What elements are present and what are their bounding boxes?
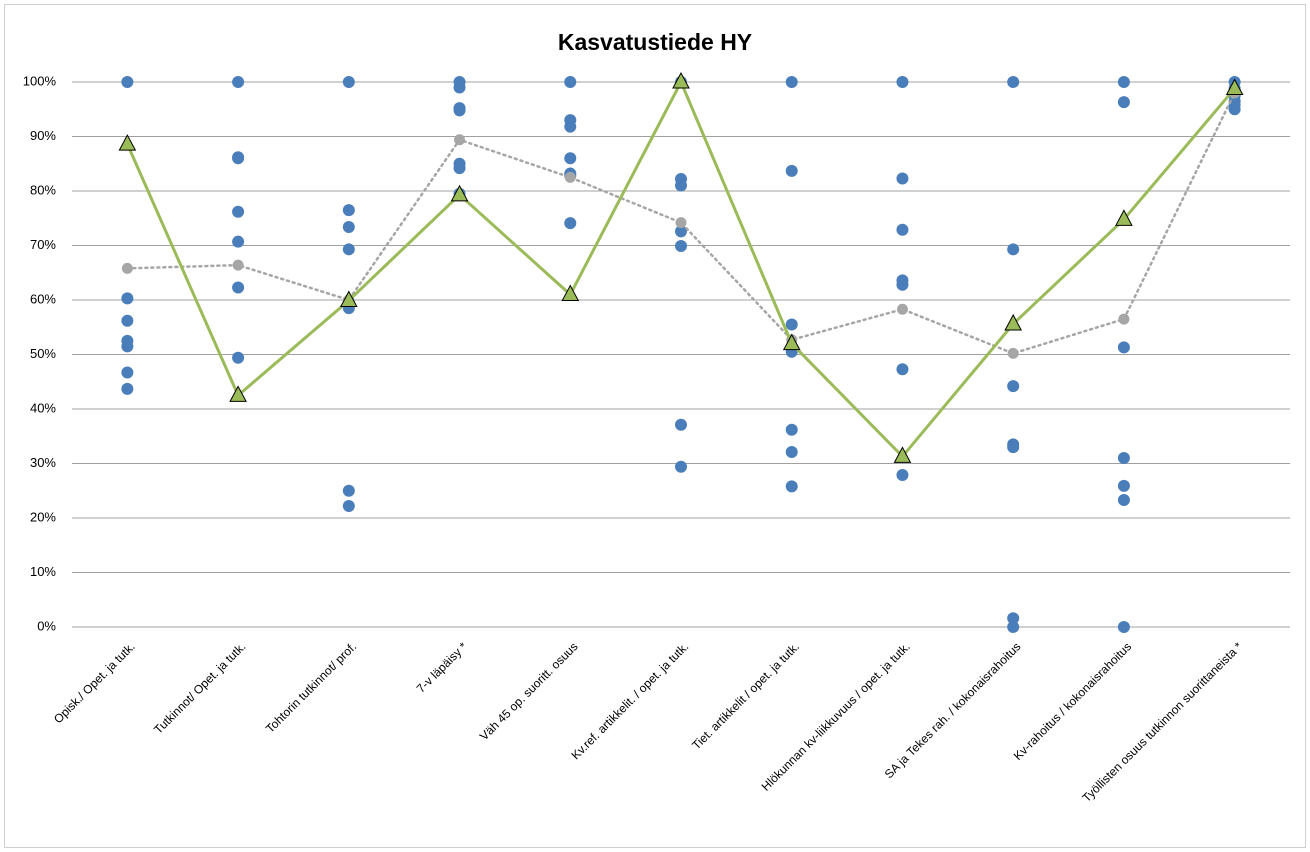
dot [121,292,134,305]
dot [785,480,798,493]
marker [782,333,801,351]
dot [675,240,687,253]
dot [1007,441,1020,454]
marker [121,262,133,274]
y-tick-label: 50% [30,346,56,361]
dot [453,81,466,94]
marker [1004,313,1023,331]
dot [342,76,355,88]
dot [1117,452,1130,465]
y-tick-label: 90% [30,128,56,143]
dot [896,172,909,185]
dot [785,164,798,177]
dot [564,152,577,165]
marker [1225,78,1244,96]
dot [675,418,687,431]
dot [342,220,355,233]
dot [1117,621,1130,633]
dot [232,235,245,248]
marker [1115,209,1133,226]
dot [675,460,687,473]
dot [232,205,245,218]
y-tick-label: 100% [23,73,57,88]
y-tick-label: 40% [30,400,56,415]
dot [232,351,245,364]
dot [1117,479,1130,492]
marker [893,446,912,463]
y-tick-label: 30% [30,455,56,470]
marker [339,290,358,308]
dot [675,225,687,238]
dot [785,423,798,436]
marker [564,171,576,183]
marker [675,217,687,229]
dot [121,340,134,353]
dot [896,223,909,236]
dot [1117,76,1130,88]
marker [118,134,137,151]
dot [232,281,245,294]
dot [121,382,134,395]
y-tick-label: 60% [30,291,56,306]
dot [342,484,355,497]
dot [1228,103,1241,116]
dot [121,366,134,379]
marker [672,71,690,89]
dot [453,162,466,175]
dot [1007,612,1020,625]
y-tick-label: 80% [30,182,56,197]
dot [342,204,355,217]
marker [1118,313,1130,325]
chart-frame [4,4,1306,848]
y-tick-label: 20% [30,509,56,524]
marker [232,259,244,271]
marker [450,184,469,202]
dot [785,318,798,331]
dot [1117,341,1130,354]
dot [1117,494,1130,507]
marker [896,303,908,315]
dot [896,76,909,88]
marker [1007,347,1019,359]
dot [785,446,798,459]
y-tick-label: 70% [30,237,56,252]
dot [675,179,687,192]
dot [564,217,577,230]
dot [896,363,909,376]
y-tick-label: 0% [37,618,56,633]
marker [561,284,580,302]
dot [1007,621,1020,633]
y-tick-label: 10% [30,564,56,579]
dot [121,314,134,327]
dot [1007,76,1020,88]
marker [229,385,247,402]
dot [564,120,577,133]
dot [453,104,466,117]
dot [1007,243,1020,256]
dot [896,278,909,291]
dot [1117,96,1130,109]
dot [232,76,245,88]
dot [785,76,798,88]
dot [896,468,909,481]
dot [564,76,577,88]
dot [342,500,355,513]
dot [342,243,355,256]
dot [1007,380,1020,393]
chart-title: Kasvatustiede HY [558,29,752,55]
marker [454,134,466,146]
dot [121,76,134,88]
dot [232,152,245,165]
line [126,91,1236,355]
